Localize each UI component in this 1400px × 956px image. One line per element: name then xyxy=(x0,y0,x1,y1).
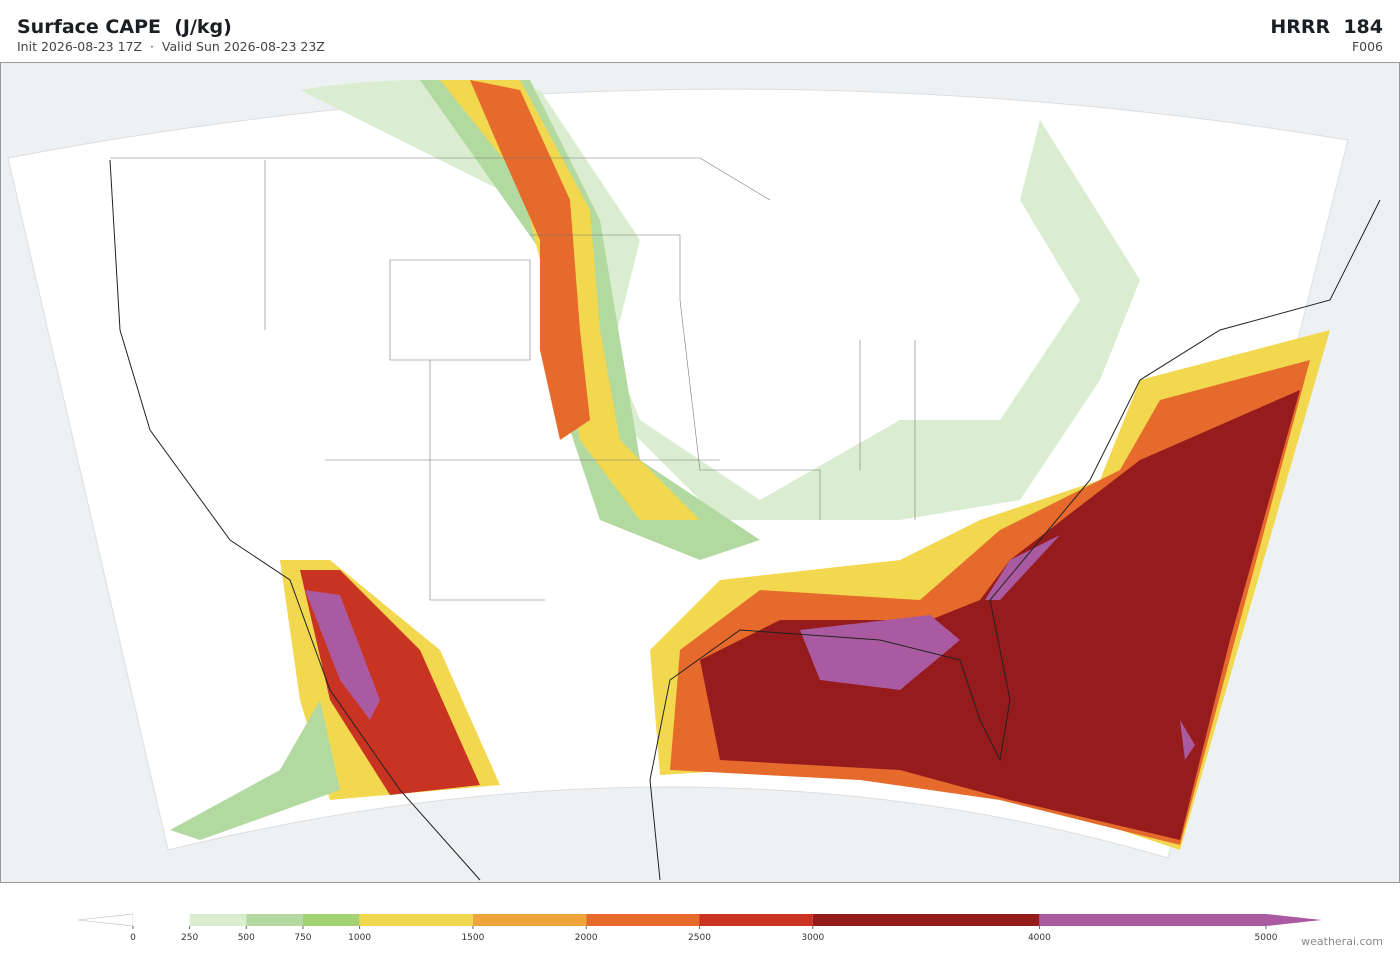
colorbar-segment xyxy=(472,914,587,926)
colorbar-segment xyxy=(812,914,1040,926)
colorbar-segment xyxy=(586,914,700,926)
colorbar-extension-high xyxy=(1266,914,1322,926)
colorbar: 0 250 500 750 1000 1500 2000 2500 3000 4000 5000 xyxy=(77,913,1322,943)
colorbar-tick-label: 5000 xyxy=(1255,933,1278,943)
colorbar-tick-label: 750 xyxy=(294,933,311,943)
subtitle: Init 2026-08-23 17Z · Valid Sun 2026-08-… xyxy=(17,39,325,54)
colorbar-segment xyxy=(133,914,190,926)
cape-area xyxy=(800,615,960,690)
cape-area xyxy=(170,700,340,840)
colorbar-tick-label: 3000 xyxy=(801,933,824,943)
colorbar-segment xyxy=(1039,914,1266,926)
forecast-hour: F006 xyxy=(1351,39,1383,54)
cape-area xyxy=(305,590,380,720)
colorbar-tick-label: 1500 xyxy=(461,933,484,943)
cape-area xyxy=(470,80,590,440)
colorbar-tick-label: 2500 xyxy=(688,933,711,943)
watermark: weatherai.com xyxy=(1301,935,1383,948)
state-borders xyxy=(110,157,916,601)
colorbar-tick-label: 4000 xyxy=(1028,933,1051,943)
colorbar-tick-label: 250 xyxy=(181,933,198,943)
colorbar-tick-label: 2000 xyxy=(575,933,598,943)
title: Surface CAPE (J/kg) xyxy=(17,16,232,38)
colorbar-segment xyxy=(246,914,303,926)
colorbar-tick-label: 1000 xyxy=(348,933,371,943)
colorbar-extension-low xyxy=(77,913,134,927)
coastlines xyxy=(109,159,1381,881)
colorbar-segment xyxy=(189,914,247,926)
cape-area xyxy=(1180,720,1195,760)
colorbar-tick-label: 500 xyxy=(238,933,255,943)
colorbar-segment xyxy=(302,914,360,926)
cape-area xyxy=(700,390,1300,840)
colorbar-tick-label: 0 xyxy=(130,933,136,943)
colorbar-segment xyxy=(699,914,813,926)
colorbar-segment xyxy=(359,914,473,926)
model-label: HRRR 184 xyxy=(1270,16,1383,38)
